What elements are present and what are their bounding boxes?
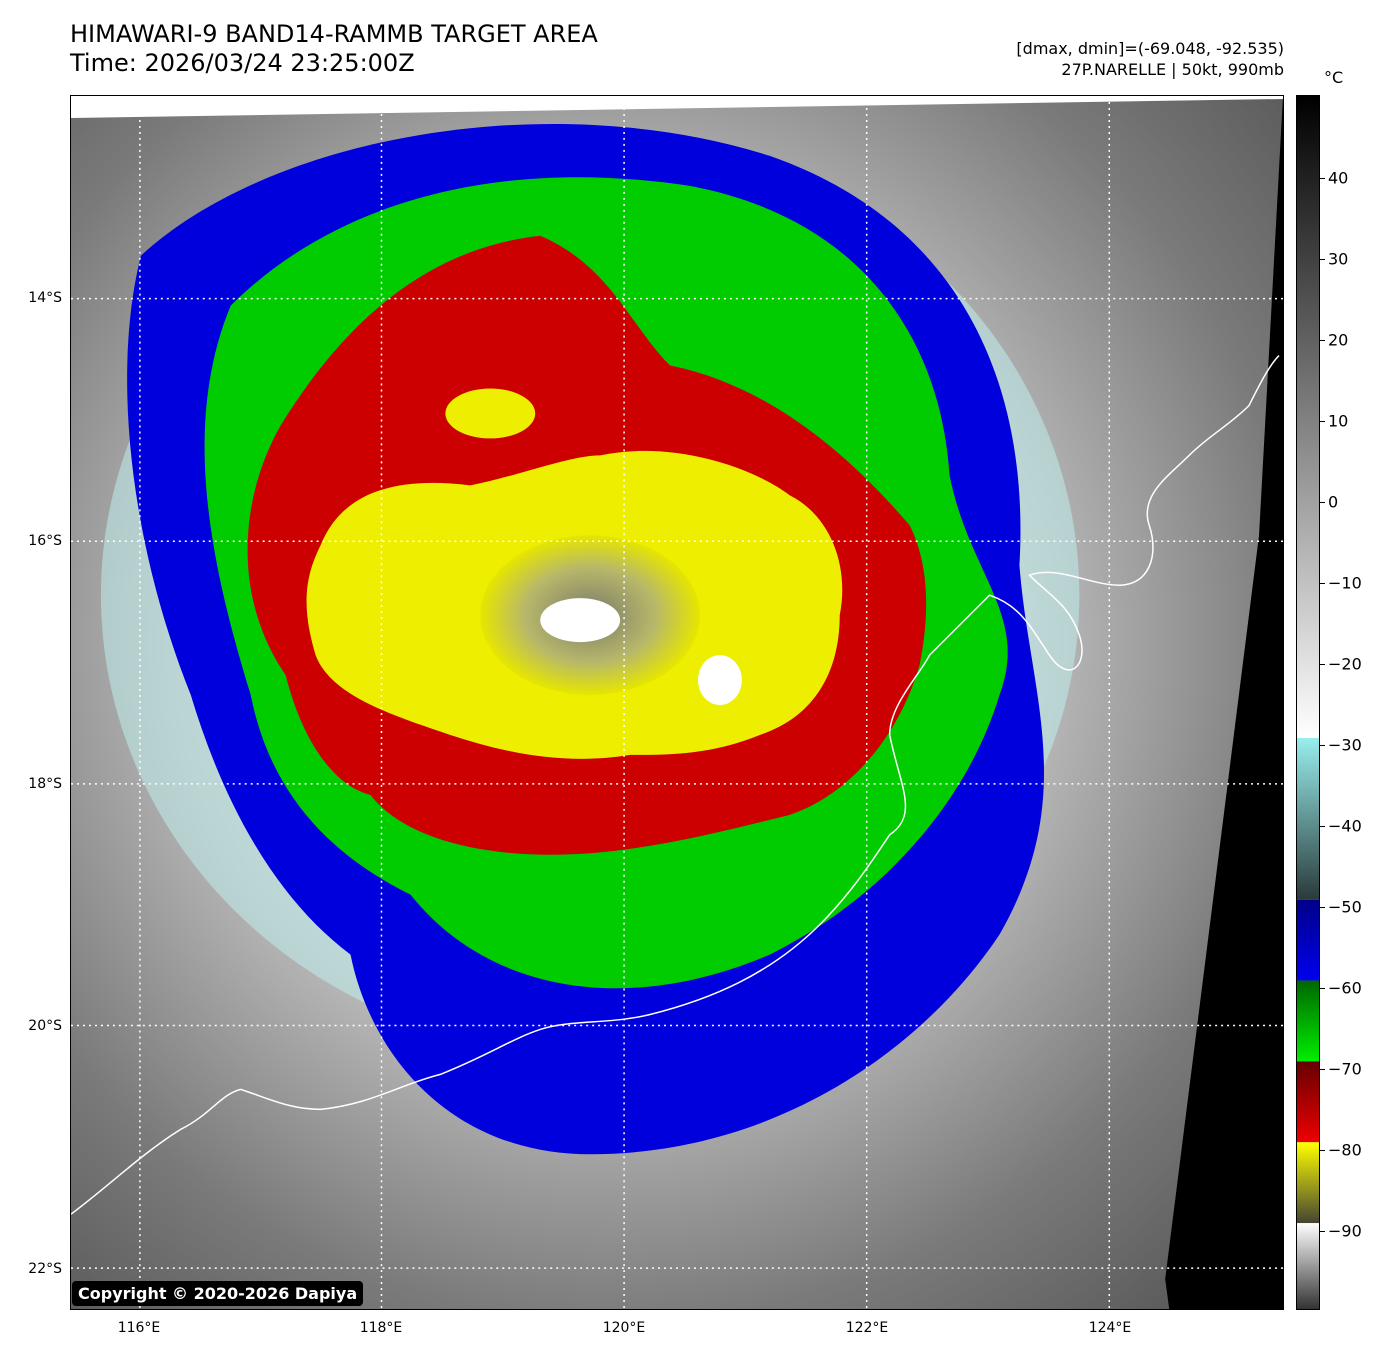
colorbar-segment-red (1297, 1061, 1319, 1143)
colorbar-tick-label: −40 (1328, 816, 1362, 836)
colorbar-tick-label: −80 (1328, 1140, 1362, 1160)
lon-label-118e: 118°E (359, 1320, 403, 1336)
colorbar-tick-mark (1320, 988, 1325, 989)
lat-label-22s: 22°S (28, 1261, 62, 1277)
cloud-small-yellow (445, 388, 536, 439)
top-left-no-data (71, 96, 1283, 118)
colorbar-tick-mark (1320, 421, 1325, 422)
colorbar-tick-label: 10 (1328, 411, 1349, 431)
colorbar-tick-mark (1320, 340, 1325, 341)
no-data-region (1165, 96, 1283, 1309)
colorbar-tick-label: 0 (1328, 492, 1339, 512)
title-line-1: HIMAWARI-9 BAND14-RAMMB TARGET AREA (70, 20, 598, 48)
info-line-2: 27P.NARELLE | 50kt, 990mb (1061, 60, 1284, 79)
colorbar-segment-warm (1297, 96, 1319, 738)
lat-label-16s: 16°S (28, 533, 62, 549)
colorbar-tick-mark (1320, 502, 1325, 503)
storm-info: [dmax, dmin]=(-69.048, -92.535) 27P.NAREL… (1016, 38, 1284, 80)
colorbar-tick-label: −90 (1328, 1221, 1362, 1241)
colorbar-segment-cold (1297, 1223, 1319, 1309)
colorbar-tick-mark (1320, 583, 1325, 584)
colorbar-tick-mark (1320, 826, 1325, 827)
colorbar-segment-green (1297, 980, 1319, 1062)
colorbar-tick-label: 40 (1328, 168, 1349, 188)
graticule (71, 96, 1283, 1309)
colorbar-tick-mark (1320, 178, 1325, 179)
coastline-australia (71, 355, 1280, 1215)
chart-title: HIMAWARI-9 BAND14-RAMMB TARGET AREA Time:… (70, 20, 598, 78)
colorbar-unit: °C (1324, 68, 1344, 87)
lon-label-122e: 122°E (845, 1320, 889, 1336)
colorbar-tick-mark (1320, 664, 1325, 665)
lat-label-14s: 14°S (28, 290, 62, 306)
colorbar-tick-label: −60 (1328, 978, 1362, 998)
colorbar-tick-mark (1320, 1231, 1325, 1232)
info-line-1: [dmax, dmin]=(-69.048, -92.535) (1016, 39, 1284, 58)
colorbar-tick-label: −10 (1328, 573, 1362, 593)
colorbar-tick-mark (1320, 1069, 1325, 1070)
colorbar-tick-label: −20 (1328, 654, 1362, 674)
lon-label-124e: 124°E (1088, 1320, 1132, 1336)
title-line-2: Time: 2026/03/24 23:25:00Z (70, 49, 415, 77)
colorbar-tick-label: −70 (1328, 1059, 1362, 1079)
lat-label-18s: 18°S (28, 776, 62, 792)
lon-label-120e: 120°E (602, 1320, 646, 1336)
copyright-badge: Copyright © 2020-2026 Dapiya (72, 1281, 364, 1306)
lon-label-116e: 116°E (117, 1320, 161, 1336)
colorbar-tick-label: 20 (1328, 330, 1349, 350)
cloud-core-white-1 (540, 598, 621, 643)
colorbar-tick-mark (1320, 907, 1325, 908)
satellite-map (70, 95, 1284, 1310)
colorbar-tick-label: 30 (1328, 249, 1349, 269)
colorbar-tick-mark (1320, 1150, 1325, 1151)
colorbar-tick-mark (1320, 745, 1325, 746)
cloud-core-white-2 (697, 655, 742, 705)
colorbar (1296, 95, 1320, 1310)
colorbar-segment-blue (1297, 899, 1319, 981)
colorbar-segment-cyan (1297, 737, 1319, 900)
colorbar-tick-label: −30 (1328, 735, 1362, 755)
colorbar-segment-yellow (1297, 1142, 1319, 1224)
colorbar-tick-mark (1320, 259, 1325, 260)
lat-label-20s: 20°S (28, 1018, 62, 1034)
colorbar-tick-label: −50 (1328, 897, 1362, 917)
